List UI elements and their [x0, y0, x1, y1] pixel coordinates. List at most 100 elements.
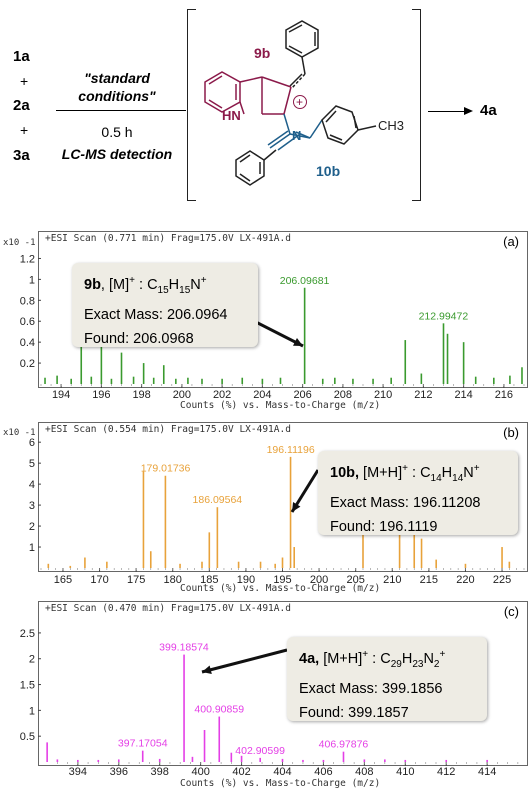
callout-10b: 10b, [M+H]+ : C14H14N+ Exact Mass: 196.1…: [318, 451, 518, 535]
x-tick-label: 200: [173, 389, 191, 401]
callout-name: 9b: [84, 276, 101, 293]
scan-title: +ESI Scan (0.470 min) Frag=175.0V LX-491…: [45, 603, 291, 614]
callout-name: 4a,: [299, 650, 320, 667]
x-tick-label: 402: [232, 766, 250, 778]
callout-charge: +: [402, 463, 408, 474]
arrow-head-icon: [292, 502, 301, 512]
product-arrow-line: [428, 111, 466, 112]
peak-label: 399.18574: [159, 642, 209, 654]
panel-letter: (b): [503, 425, 519, 440]
x-tick-label: 414: [478, 766, 496, 778]
y-tick-label: 1: [29, 274, 35, 286]
x-tick-label: 404: [273, 766, 291, 778]
peak-label: 406.97876: [319, 739, 369, 751]
left-bracket: [187, 9, 196, 201]
callout-found: Found: 196.1119: [330, 518, 438, 535]
formula-part: N: [423, 650, 434, 667]
condition-line-1: "standard: [84, 70, 150, 86]
formula-part: 14: [452, 472, 464, 484]
callout-found: Found: 206.0968: [84, 330, 194, 347]
y-multiplier: x10 -1: [3, 428, 36, 438]
formula-part: +: [473, 463, 480, 474]
y-tick-label: 6: [29, 437, 35, 449]
label-10b: 10b: [316, 163, 340, 179]
condition-line-2: conditions": [78, 88, 156, 104]
x-tick-label: 410: [396, 766, 414, 778]
formula-part: C: [147, 276, 158, 293]
peak-label: 397.17054: [118, 738, 168, 750]
label-hn: HN: [222, 108, 241, 123]
x-tick-label: 408: [355, 766, 373, 778]
x-tick-label: 190: [237, 574, 255, 586]
callout-9b: 9b, [M]+ : C15H15N+ Exact Mass: 206.0964…: [72, 263, 258, 347]
y-tick-label: 0.6: [20, 316, 35, 328]
x-tick-label: 394: [69, 766, 87, 778]
y-tick-label: 0.2: [20, 358, 35, 370]
peak-label: 206.09681: [280, 275, 330, 287]
reaction-arrow-line: [56, 110, 186, 111]
x-tick-label: 412: [437, 766, 455, 778]
scan-title: +ESI Scan (0.771 min) Frag=175.0V LX-491…: [45, 233, 291, 244]
reactant-3a: 3a: [13, 147, 30, 164]
intermediate-structures: 9b 10b HN N + CH3: [204, 20, 404, 186]
callout-exact-mass: Exact Mass: 206.0964: [84, 306, 228, 323]
x-tick-label: 195: [273, 574, 291, 586]
formula-part: 23: [412, 658, 424, 670]
x-tick-label: 406: [314, 766, 332, 778]
panel-letter: (c): [503, 604, 519, 619]
callout-species: [M+H]: [323, 650, 363, 667]
y-tick-label: 0.8: [20, 295, 35, 307]
x-tick-label: 175: [127, 574, 145, 586]
x-tick-label: 400: [191, 766, 209, 778]
formula-part: N: [190, 276, 201, 293]
formula-part: +: [439, 649, 446, 660]
peak-label: 179.01736: [141, 463, 191, 475]
formula-part: H: [441, 464, 453, 481]
x-tick-label: 216: [495, 389, 513, 401]
formula-part: +: [200, 275, 207, 286]
reactant-1a: 1a: [13, 48, 30, 65]
formula-part: C: [380, 650, 391, 667]
callout-formula: C29H23N2+: [380, 649, 446, 670]
formula-part: 2: [433, 658, 440, 670]
x-tick-label: 214: [454, 389, 472, 401]
callout-formula: C14H14N+: [420, 463, 480, 484]
callout-formula-line: 4a, [M+H]+ : C29H23N2+: [299, 649, 446, 670]
x-tick-label: 210: [383, 574, 401, 586]
x-axis-title: Counts (%) vs. Mass-to-Charge (m/z): [180, 583, 381, 594]
x-tick-label: 202: [213, 389, 231, 401]
x-tick-label: 205: [347, 574, 365, 586]
x-tick-label: 215: [420, 574, 438, 586]
x-tick-label: 212: [414, 389, 432, 401]
peak-label: 402.90599: [235, 745, 285, 757]
callout-arrow-line: [201, 648, 288, 674]
formula-part: 29: [390, 658, 402, 670]
y-tick-label: 5: [29, 458, 35, 470]
scan-title: +ESI Scan (0.554 min) Frag=175.0V LX-491…: [45, 424, 291, 435]
plot-frame: +ESI Scan (0.771 min) Frag=175.0V LX-491…: [38, 231, 528, 388]
callout-species: [M+H]: [363, 464, 403, 481]
callout-formula-line: 10b, [M+H]+ : C14H14N+: [330, 463, 480, 484]
peak-label: 400.90859: [194, 704, 244, 716]
arrow-head-icon: [293, 338, 303, 346]
formula-part: N: [463, 464, 474, 481]
y-tick-label: 4: [29, 479, 35, 491]
y-tick-label: 0.4: [20, 337, 35, 349]
x-tick-label: 208: [334, 389, 352, 401]
callout-charge: +: [129, 275, 135, 286]
arrow-head-icon: [202, 665, 212, 674]
reaction-scheme: 1a + 2a + 3a "standard conditions" 0.5 h…: [0, 0, 530, 205]
callout-name: 10b,: [330, 464, 360, 481]
right-bracket: [412, 9, 421, 201]
callout-exact-mass: Exact Mass: 399.1856: [299, 680, 443, 697]
callout-arrow-line: [251, 318, 304, 348]
panel-letter: (a): [503, 234, 519, 249]
label-ch3: CH3: [378, 118, 404, 133]
x-tick-label: 180: [164, 574, 182, 586]
positive-charge-icon: [293, 95, 307, 109]
y-multiplier: x10 -1: [3, 238, 36, 248]
reactant-2a: 2a: [13, 97, 30, 114]
callout-formula-line: 9b, [M]+ : C15H15N+: [84, 275, 207, 296]
